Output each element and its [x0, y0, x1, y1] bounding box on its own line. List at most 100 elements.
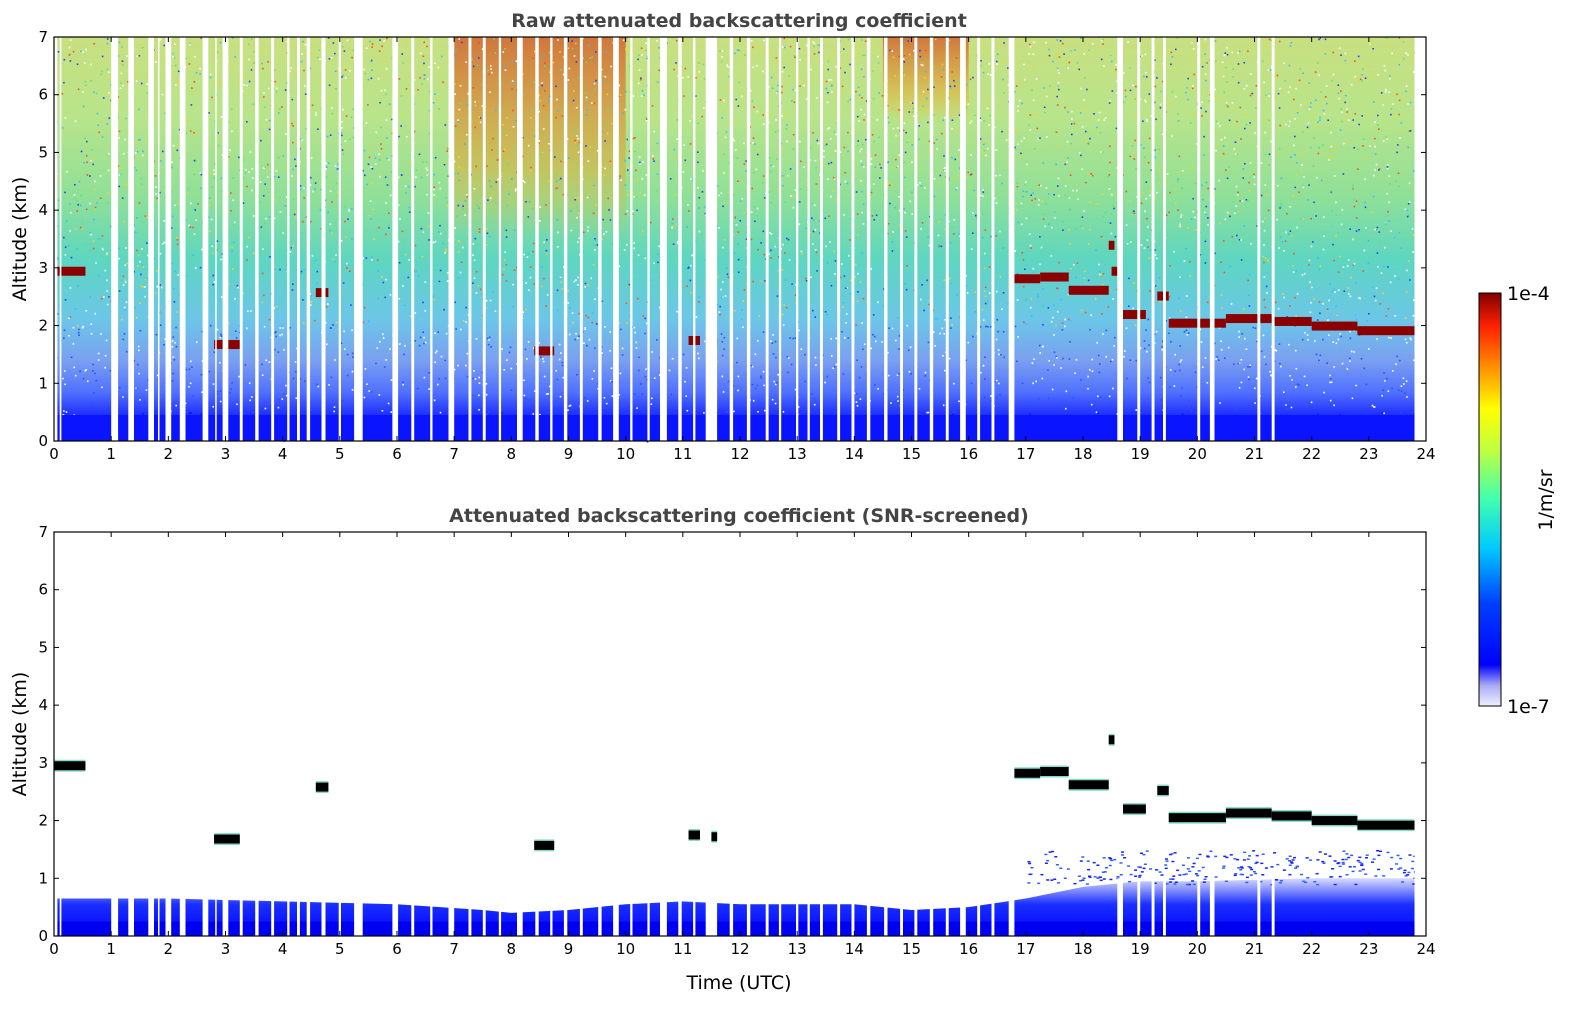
speckle — [351, 389, 354, 391]
speckle — [595, 204, 597, 206]
speckle — [1048, 223, 1050, 225]
speckle — [504, 251, 507, 253]
speckle — [232, 224, 235, 227]
speckle — [527, 252, 530, 255]
speckle — [1237, 81, 1240, 84]
speckle — [1255, 377, 1258, 380]
speckle — [1173, 250, 1175, 253]
speckle — [1007, 302, 1010, 305]
speckle — [407, 276, 410, 279]
speckle — [538, 94, 541, 97]
speckle — [422, 301, 424, 304]
speckle — [701, 191, 704, 193]
speckle — [592, 212, 595, 215]
speckle — [427, 78, 429, 81]
speckle — [921, 303, 923, 306]
speckle — [862, 297, 865, 300]
speckle — [200, 187, 202, 189]
speckle — [1053, 364, 1055, 366]
speckle — [787, 357, 790, 359]
speckle — [957, 175, 960, 177]
speckle — [1316, 413, 1319, 416]
speckle — [120, 72, 123, 75]
speckle — [1318, 301, 1321, 303]
speckle — [426, 45, 428, 48]
speckle — [1111, 358, 1114, 361]
speckle — [763, 39, 765, 42]
speckle — [455, 125, 457, 127]
speckle — [1156, 77, 1158, 79]
speckle — [120, 63, 122, 65]
speckle — [66, 170, 68, 173]
speckle — [1302, 186, 1305, 189]
speckle — [1333, 366, 1335, 368]
speckle — [1247, 50, 1249, 53]
speckle — [1339, 47, 1341, 50]
speckle — [444, 244, 447, 246]
speckle — [485, 393, 488, 396]
speckle — [387, 402, 390, 405]
speckle — [1203, 154, 1205, 156]
speckle — [1277, 92, 1280, 95]
speckle — [1322, 153, 1324, 155]
speckle — [350, 208, 353, 210]
speckle — [1314, 71, 1317, 73]
speckle — [650, 403, 653, 405]
speckle — [979, 42, 982, 45]
speckle — [289, 327, 291, 329]
speckle — [474, 104, 477, 107]
speckle — [928, 140, 931, 143]
speckle — [278, 398, 281, 401]
speckle — [558, 358, 561, 361]
speckle — [670, 393, 672, 396]
speckle — [172, 52, 174, 55]
speckle — [555, 180, 558, 182]
speckle — [408, 161, 411, 163]
speckle — [1346, 265, 1349, 267]
speckle — [832, 49, 835, 52]
speckle — [1017, 110, 1019, 112]
speckle — [968, 50, 971, 52]
speckle — [951, 156, 953, 159]
speckle — [787, 238, 790, 241]
speckle — [1219, 402, 1221, 404]
speckle — [1185, 248, 1187, 250]
speckle — [567, 47, 570, 49]
speckle — [1310, 245, 1313, 248]
speckle — [163, 241, 166, 244]
speckle — [1267, 260, 1269, 262]
speckle — [574, 127, 577, 130]
speckle — [1045, 203, 1047, 205]
speckle — [1031, 199, 1033, 202]
speckle — [1098, 263, 1100, 266]
speckle — [1280, 365, 1282, 368]
speckle — [591, 312, 594, 315]
speckle — [367, 163, 370, 166]
panel-title: Raw attenuated backscattering coefficien… — [511, 10, 967, 32]
speckle — [94, 208, 96, 210]
speckle — [398, 262, 401, 264]
speckle — [652, 158, 655, 160]
speckle — [1347, 287, 1350, 289]
speckle — [1333, 259, 1335, 262]
speckle — [650, 221, 652, 224]
speckle — [1186, 334, 1189, 336]
speckle — [176, 81, 179, 83]
speckle — [522, 137, 524, 139]
speckle — [442, 242, 444, 245]
speckle — [281, 333, 283, 336]
speckle — [163, 344, 165, 346]
speckle — [988, 63, 990, 65]
speckle — [1410, 338, 1412, 341]
speckle — [127, 81, 129, 83]
speckle — [1266, 292, 1268, 294]
speckle — [1084, 270, 1086, 273]
speckle — [100, 297, 103, 300]
speckle — [82, 325, 85, 328]
speckle — [328, 99, 330, 102]
speckle — [1230, 303, 1233, 305]
speckle — [987, 326, 989, 328]
speckle — [303, 69, 305, 72]
speckle — [378, 50, 381, 53]
speckle — [126, 184, 129, 187]
